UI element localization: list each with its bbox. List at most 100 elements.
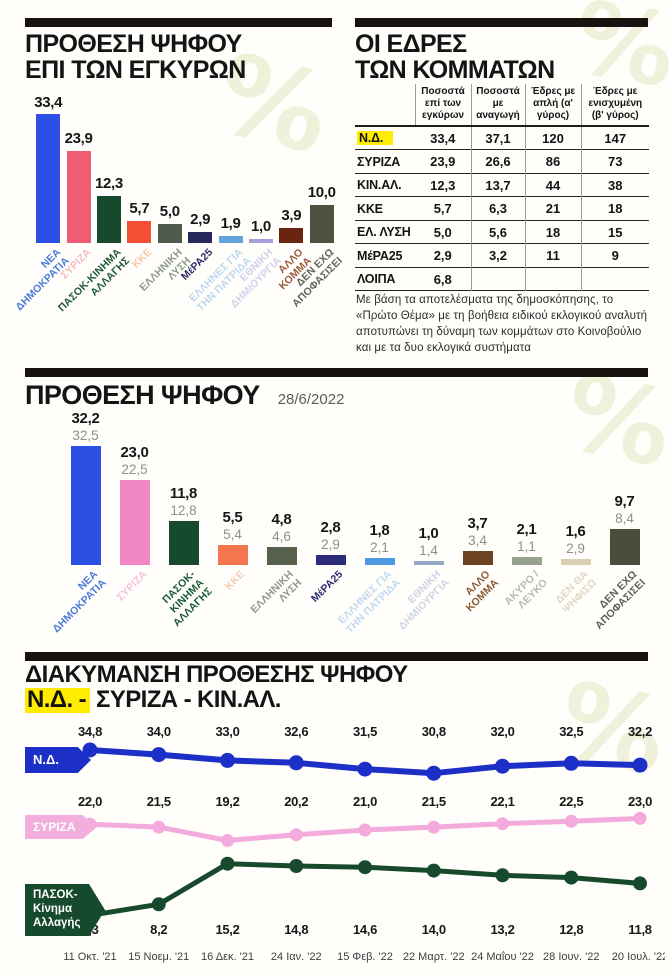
section-rule bbox=[355, 18, 648, 27]
bar-value-previous: 2,1 bbox=[370, 540, 389, 556]
table-corner-cell bbox=[355, 84, 415, 128]
bar-values-nea-dimokratia: 32,2 32,5 bbox=[47, 410, 124, 443]
trend-value-syriza: 22,1 bbox=[490, 794, 514, 809]
table-head: Ποσοστά επί των εγκύρων Ποσοστά με αναγωγ… bbox=[355, 84, 649, 128]
trend-value-nd: 32,0 bbox=[490, 724, 514, 739]
table-value-cell: 38 bbox=[580, 173, 649, 197]
valid-votes-bar-chart: 33,4 ΝΕΑ ΔΗΜΟΚΡΑΤΙΑ 23,9 ΣΥΡΙΖΑ 12,3 ΠΑΣΟΚ-ΚΙΝ… bbox=[13, 88, 345, 358]
trend-subtitle-highlight: Ν.Δ. - bbox=[25, 687, 90, 713]
bar-group-akyro-leyko: 2,1 1,1 ΑΚΥΡΟ / ΛΕΥΚΟ bbox=[502, 400, 551, 650]
bar-value-current: 3,7 bbox=[467, 515, 488, 533]
bar-value-current: 23,0 bbox=[120, 444, 149, 461]
trend-x-label: 15 Νοεμ. '21 bbox=[128, 951, 189, 963]
trend-point-nd bbox=[495, 758, 510, 774]
series-tag-label: ΠΑΣΟΚ- bbox=[33, 889, 78, 902]
trend-point-pasok-kinima-allagis bbox=[633, 876, 647, 891]
bar-group-syriza: 23,0 22,5 ΣΥΡΙΖΑ bbox=[110, 400, 159, 650]
trend-point-syriza bbox=[221, 834, 234, 847]
bar-value-current: 2,9 bbox=[190, 211, 211, 229]
bar-label-syriza: ΣΥΡΙΖΑ bbox=[114, 568, 150, 604]
bar-group-ellines-gia-tin-patrida: 1,9 ΕΛΛΗΝΕΣ ΓΙΑ ΤΗΝ ΠΑΤΡΙΔΑ bbox=[187, 88, 254, 358]
bar-den-exo-apofasisei bbox=[309, 204, 334, 243]
section-rule bbox=[25, 18, 332, 27]
bar-value-current: 5,7 bbox=[129, 200, 150, 218]
trend-point-pasok-kinima-allagis bbox=[426, 863, 441, 878]
trend-subtitle: ΣΥΡΙΖΑ - ΚΙΝ.ΑΛ. bbox=[89, 685, 281, 713]
table-value-cell: 2,9 bbox=[433, 248, 452, 264]
table-value-cell: 15 bbox=[580, 220, 649, 244]
table-column-header: Έδρες με απλή (α' γύρος) bbox=[524, 84, 581, 128]
trend-point-syriza bbox=[289, 828, 303, 842]
trend-point-syriza bbox=[427, 820, 441, 834]
bar-value-previous: 2,9 bbox=[321, 536, 340, 552]
trend-value-nd: 32,5 bbox=[559, 724, 583, 739]
trend-point-nd bbox=[220, 752, 235, 768]
trend-value-nd: 33,0 bbox=[215, 724, 239, 739]
bar-value-current: 2,1 bbox=[516, 521, 537, 539]
table-value-cell: 3,2 bbox=[470, 243, 525, 268]
trend-point-syriza bbox=[496, 817, 509, 831]
bar-value-current: 1,0 bbox=[250, 218, 271, 236]
trend-point-syriza bbox=[358, 823, 372, 837]
bar-group-pasok-kinima-allagis: 12,3 ΠΑΣΟΚ-ΚΙΝΗΜΑ ΑΛΛΑΓΗΣ bbox=[56, 88, 132, 358]
bar-value-current: 1,8 bbox=[369, 522, 390, 540]
bar-allo-komma bbox=[462, 551, 493, 565]
table-value-cell: 5,6 bbox=[470, 220, 525, 244]
bar-values-allo-komma: 3,9 bbox=[262, 207, 320, 225]
trend-point-nd bbox=[563, 755, 579, 771]
bar-value-current: 33,4 bbox=[34, 93, 63, 111]
table-value-cell: 23,9 bbox=[430, 154, 456, 170]
bar-label-allo-komma: ΑΛΛΟ ΚΟΜΜΑ bbox=[462, 568, 501, 615]
series-tag-label: ΣΥΡΙΖΑ bbox=[33, 819, 76, 834]
series-tag-nd: Ν.Δ. bbox=[25, 747, 91, 773]
bar-label-mera25: ΜέΡΑ25 bbox=[308, 568, 346, 605]
bar-ethniki-dimiourgia bbox=[413, 561, 444, 565]
table-value-cell: 37,1 bbox=[470, 126, 525, 150]
trend-title: ΔΙΑΚΥΜΑΝΣΗ ΠΡΟΘΕΣΗΣ ΨΗΦΟΥ Ν.Δ. - ΣΥΡΙΖΑ … bbox=[25, 662, 408, 713]
bar-values-kke: 5,7 bbox=[110, 200, 168, 218]
table-value-cell: 18 bbox=[580, 196, 649, 221]
bar-value-previous: 32,5 bbox=[72, 427, 99, 443]
table-value-cell: 120 bbox=[524, 126, 581, 150]
bar-value-current: 9,7 bbox=[614, 493, 635, 511]
bar-group-nea-dimokratia: 32,2 32,5 ΝΕΑ ΔΗΜΟΚΡΑΤΙΑ bbox=[50, 400, 110, 650]
trend-value-syriza: 23,0 bbox=[628, 794, 652, 809]
bar-values-ethniki-dimiourgia: 1,0 bbox=[232, 219, 290, 236]
trend-value-pasok-kinima-allagis: 11,8 bbox=[628, 922, 651, 937]
table-value-cell: 6,8 bbox=[433, 271, 452, 287]
bar-values-kke: 5,5 5,4 bbox=[194, 508, 271, 542]
bar-values-ellines-gia-tin-patrida: 1,9 bbox=[201, 215, 259, 233]
bar-den-exo-apofasisei bbox=[609, 529, 640, 565]
trend-value-pasok-kinima-allagis: 12,8 bbox=[559, 922, 583, 937]
bar-value-current: 5,5 bbox=[222, 508, 243, 526]
bar-label-kke: ΚΚΕ bbox=[129, 246, 155, 271]
trend-x-label: 22 Μαρτ. '22 bbox=[403, 951, 465, 963]
bar-value-previous: 8,4 bbox=[615, 511, 634, 527]
bar-value-current: 1,6 bbox=[565, 523, 586, 541]
table-row-ΚΚΕ: ΚΚΕ 5,7 6,3 21 18 bbox=[355, 196, 649, 221]
bar-values-ellines-gia-tin-patrida: 1,8 2,1 bbox=[341, 522, 418, 556]
table-value-cell: 44 bbox=[524, 173, 581, 197]
bar-nea-dimokratia bbox=[70, 445, 101, 565]
table-value-cell bbox=[524, 267, 581, 291]
bar-value-current: 12,3 bbox=[94, 174, 123, 192]
series-tag-pasok-kinima-allagis: ΠΑΣΟΚ- Κίνημα Αλλαγής bbox=[25, 884, 105, 936]
table-value-cell: 9 bbox=[580, 243, 649, 268]
bar-values-ethniki-dimiourgia: 1,0 1,4 bbox=[390, 526, 467, 559]
table-value-cell: 73 bbox=[580, 149, 649, 174]
trend-line-chart: 34,8 34,0 33,0 32,6 31,5 30,8 32,0 32,5 32,2 22,0… bbox=[63, 724, 665, 963]
table-footnote: Με βάση τα αποτελέσματα της δημοσκόπησης… bbox=[356, 294, 648, 355]
bar-values-elliniki-lysi: 5,0 bbox=[141, 203, 199, 221]
table-value-cell: 5,7 bbox=[433, 201, 452, 217]
trend-point-pasok-kinima-allagis bbox=[220, 856, 235, 871]
bar-group-syriza: 23,9 ΣΥΡΙΖΑ bbox=[58, 88, 93, 358]
bar-values-nea-dimokratia: 33,4 bbox=[19, 93, 77, 112]
table-value-cell: 13,7 bbox=[470, 173, 525, 197]
table-value-cell: 5,0 bbox=[433, 224, 452, 240]
intention-bar-chart: 32,2 32,5 ΝΕΑ ΔΗΜΟΚΡΑΤΙΑ 23,0 22,5 ΣΥΡΙΖΑ 11,8 1… bbox=[25, 400, 653, 650]
bar-group-allo-komma: 3,7 3,4 ΑΛΛΟ ΚΟΜΜΑ bbox=[453, 400, 502, 650]
trend-x-label: 24 Ιαν. '22 bbox=[271, 951, 322, 963]
trend-value-nd: 32,6 bbox=[284, 724, 308, 739]
table-column-header: Ποσοστά με αναγωγή bbox=[470, 84, 525, 128]
